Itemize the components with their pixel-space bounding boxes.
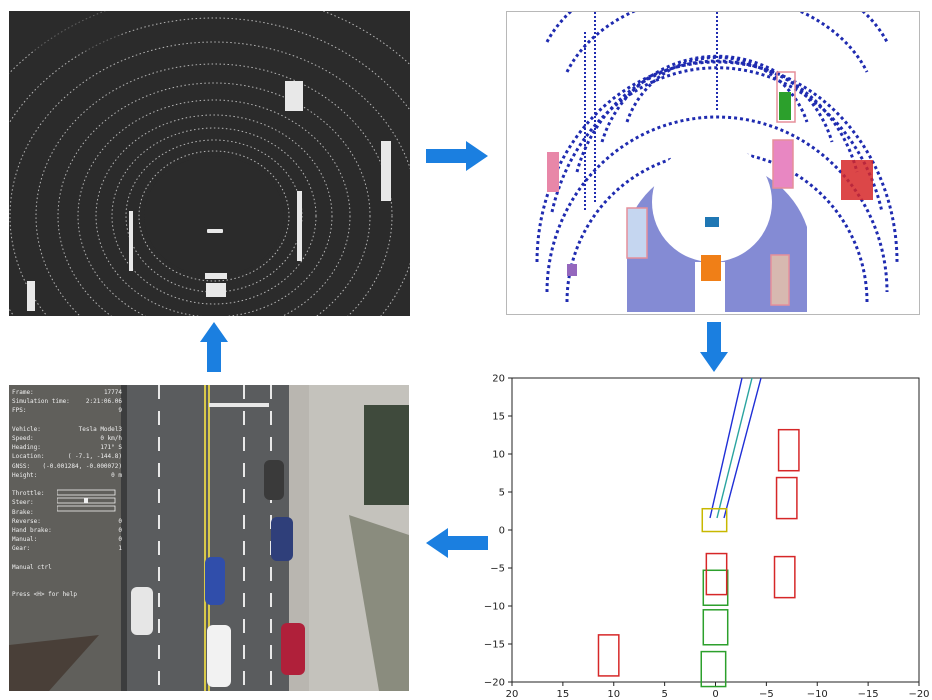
- simulator-scene: [9, 385, 409, 691]
- y-tick-label: −20: [484, 678, 505, 689]
- arrow-down-icon: [700, 322, 728, 372]
- bev-plot-svg: 20 15 10 5 0 −5 −10 −15 −20 20 15 10 5 0 −5 −10 −15 −20: [484, 374, 930, 700]
- hud-value: 0: [118, 527, 122, 534]
- raw-lidar-rings: [9, 11, 410, 316]
- hud-key: Height:: [12, 471, 38, 479]
- y-tick-label: −5: [490, 564, 505, 575]
- segmented-lidar-rings: [535, 12, 899, 314]
- hud-value: 171° S: [100, 444, 122, 452]
- x-tick-label: −20: [908, 689, 929, 700]
- hud-value: 0: [118, 517, 122, 525]
- simulator-top-view: Frame: 17774 Simulation time: 2:21:06.06 FPS…: [9, 385, 409, 691]
- hud-key: Steer:: [12, 499, 34, 507]
- y-tick-label: 5: [499, 488, 505, 499]
- hud-value: ( -7.1, -144.8): [67, 453, 122, 461]
- hud-value: 2:21:06.06: [85, 398, 122, 406]
- red-box: [705, 552, 728, 596]
- hud-value: 1: [118, 545, 122, 553]
- hud-key: Hand brake:: [12, 527, 52, 534]
- hud-row: Gear: 1: [12, 545, 124, 554]
- x-tick-label: 20: [506, 689, 519, 700]
- hud-help-text: Press <H> for help: [12, 591, 78, 598]
- hud-value: Tesla Model3: [78, 425, 122, 433]
- hud-key: GNSS:: [12, 462, 31, 470]
- red-box: [773, 555, 796, 599]
- hud-key: Reverse:: [12, 517, 41, 525]
- y-tick-label: 10: [492, 450, 505, 461]
- hud-row: Reverse: 0: [12, 518, 124, 527]
- segmented-lidar-view: [506, 11, 920, 315]
- arrow-left-icon: [426, 528, 488, 558]
- hud-key: Vehicle:: [12, 425, 41, 433]
- hud-value: 0 m: [111, 471, 122, 479]
- hud-key: Gear:: [12, 545, 31, 553]
- hud-row: GNSS: (-0.001284, -0.000072): [12, 463, 124, 472]
- y-tick-label: −15: [484, 640, 505, 651]
- raw-lidar-point-cloud: [9, 11, 410, 316]
- hud-key: Throttle:: [12, 490, 45, 498]
- hud-value: 0 km/h: [100, 435, 122, 442]
- red-box: [597, 634, 620, 677]
- hud-key: Frame:: [12, 389, 34, 396]
- hud-row: Manual ctrl: [12, 564, 124, 573]
- x-tick-label: −15: [858, 689, 879, 700]
- hud-value: 17774: [103, 389, 122, 396]
- hud-row: Throttle:: [12, 490, 124, 499]
- simulator-hud: Frame: 17774 Simulation time: 2:21:06.06 FPS…: [9, 385, 127, 691]
- hud-value: 9: [118, 407, 122, 415]
- arrow-up-icon: [200, 322, 228, 372]
- x-tick-label: 0: [712, 689, 718, 700]
- hud-row: Vehicle: Tesla Model3: [12, 426, 124, 435]
- hud-row: [12, 555, 124, 564]
- green-box: [702, 569, 729, 606]
- green-box: [702, 609, 729, 646]
- hud-key: Speed:: [12, 435, 34, 442]
- x-tick-label: 10: [607, 689, 620, 700]
- green-box: [700, 650, 727, 688]
- red-box: [777, 428, 800, 472]
- arrow-right-icon: [426, 141, 488, 171]
- y-tick-label: −10: [484, 602, 505, 613]
- x-tick-label: 5: [661, 689, 667, 700]
- y-tick-label: 20: [492, 374, 505, 385]
- control-bars: [57, 489, 116, 512]
- hud-key: Manual ctrl: [12, 563, 52, 571]
- hud-key: Brake:: [12, 508, 34, 516]
- y-tick-label: 0: [499, 526, 505, 537]
- hud-row: Heading: 171° S: [12, 444, 124, 453]
- hud-row: Brake:: [12, 509, 124, 518]
- hud-key: Heading:: [12, 444, 41, 452]
- x-tick-label: −5: [759, 689, 774, 700]
- hud-row: Manual: 0: [12, 536, 124, 545]
- hud-row: Frame: 17774: [12, 389, 124, 398]
- x-tick-label: 15: [557, 689, 570, 700]
- hud-row: [12, 417, 124, 426]
- hud-row: Speed: 0 km/h: [12, 435, 124, 444]
- hud-row: Height: 0 m: [12, 472, 124, 481]
- red-box: [775, 476, 798, 520]
- hud-row: FPS: 9: [12, 407, 124, 416]
- hud-key: Simulation time:: [12, 398, 70, 406]
- hud-row: Simulation time: 2:21:06.06: [12, 398, 124, 407]
- hud-row: Steer:: [12, 499, 124, 508]
- hud-key: Manual:: [12, 536, 38, 544]
- hud-key: FPS:: [12, 407, 27, 415]
- hud-value: 0: [118, 536, 122, 544]
- yellow-box: [701, 507, 728, 533]
- hud-value: (-0.001284, -0.000072): [42, 462, 122, 470]
- hud-row: Location: ( -7.1, -144.8): [12, 453, 124, 462]
- x-tick-label: −10: [807, 689, 828, 700]
- bev-plot: 20 15 10 5 0 −5 −10 −15 −20 20 15 10 5 0 −5 −10 −15 −20: [472, 370, 932, 700]
- y-tick-label: 15: [492, 412, 505, 423]
- hud-key: Location:: [12, 453, 45, 461]
- hud-row: Hand brake: 0: [12, 527, 124, 536]
- plot-frame: [511, 377, 920, 683]
